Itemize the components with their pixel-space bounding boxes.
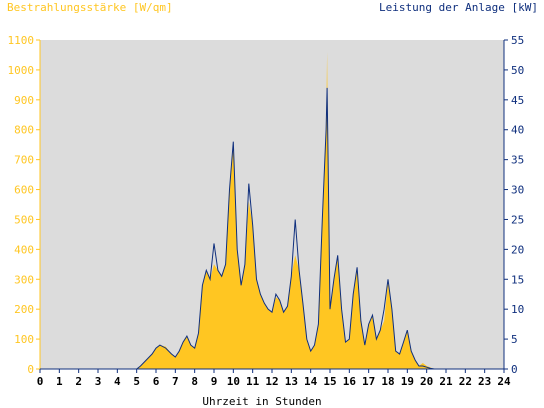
x-axis-title: Uhrzeit in Stunden: [202, 395, 321, 408]
right-axis-ticks: 0 5 10 15 20 25 30 35 40 45 50 55: [504, 34, 524, 376]
right-tick-label: 20: [511, 243, 524, 256]
left-axis-ticks: 0 100 200 300 400 500 600 700 800 900 1000 1100: [8, 34, 40, 376]
left-tick-label: 900: [14, 94, 34, 107]
right-axis-title: Leistung der Anlage [kW]: [379, 1, 538, 14]
left-tick-label: 200: [14, 303, 34, 316]
x-tick-label: 6: [153, 375, 160, 388]
left-tick-label: 300: [14, 273, 34, 286]
right-tick-label: 55: [511, 34, 524, 47]
x-tick-label: 19: [401, 375, 414, 388]
x-tick-label: 5: [133, 375, 140, 388]
irradiance-area: [40, 52, 504, 369]
left-axis-title: Bestrahlungsstärke [W/qm]: [7, 1, 173, 14]
left-tick-label: 100: [14, 333, 34, 346]
x-tick-label: 12: [265, 375, 278, 388]
left-tick-label: 800: [14, 124, 34, 137]
x-tick-label: 3: [95, 375, 102, 388]
left-tick-label: 500: [14, 213, 34, 226]
power-line: [40, 87, 504, 370]
x-tick-label: 21: [439, 375, 453, 388]
x-tick-label: 18: [381, 375, 394, 388]
x-tick-label: 11: [246, 375, 260, 388]
x-tick-label: 14: [304, 375, 318, 388]
power-line-layer: [40, 87, 504, 370]
right-tick-label: 5: [511, 333, 518, 346]
x-tick-label: 8: [191, 375, 198, 388]
right-tick-label: 25: [511, 213, 524, 226]
right-tick-label: 50: [511, 64, 524, 77]
right-tick-label: 30: [511, 184, 524, 197]
x-tick-label: 20: [420, 375, 433, 388]
right-tick-label: 15: [511, 273, 524, 286]
x-tick-label: 16: [343, 375, 357, 388]
x-tick-label: 23: [478, 375, 491, 388]
left-tick-label: 1100: [8, 34, 35, 47]
x-tick-label: 22: [459, 375, 472, 388]
right-tick-label: 40: [511, 124, 524, 137]
left-tick-label: 0: [27, 363, 34, 376]
x-tick-label: 15: [323, 375, 336, 388]
left-tick-label: 400: [14, 243, 34, 256]
x-tick-label: 17: [362, 375, 375, 388]
right-tick-label: 45: [511, 94, 524, 107]
x-tick-label: 13: [285, 375, 298, 388]
left-tick-label: 1000: [8, 64, 35, 77]
x-tick-label: 7: [172, 375, 179, 388]
x-tick-label: 4: [114, 375, 121, 388]
left-tick-label: 600: [14, 184, 34, 197]
left-tick-label: 700: [14, 154, 34, 167]
x-tick-label: 10: [227, 375, 240, 388]
x-tick-label: 9: [211, 375, 218, 388]
right-tick-label: 35: [511, 154, 524, 167]
x-tick-label: 1: [56, 375, 63, 388]
irradiance-area-layer: [40, 52, 504, 369]
x-axis-ticks: 0 1 2 3 4 5 6 7 8 9 10 11 12 13 14 15 16 17 18 19 20 21 22 23 24: [37, 369, 511, 388]
x-tick-label: 2: [75, 375, 82, 388]
right-tick-label: 10: [511, 303, 524, 316]
x-tick-label: 24: [497, 375, 511, 388]
right-tick-label: 0: [511, 363, 518, 376]
x-tick-label: 0: [37, 375, 44, 388]
